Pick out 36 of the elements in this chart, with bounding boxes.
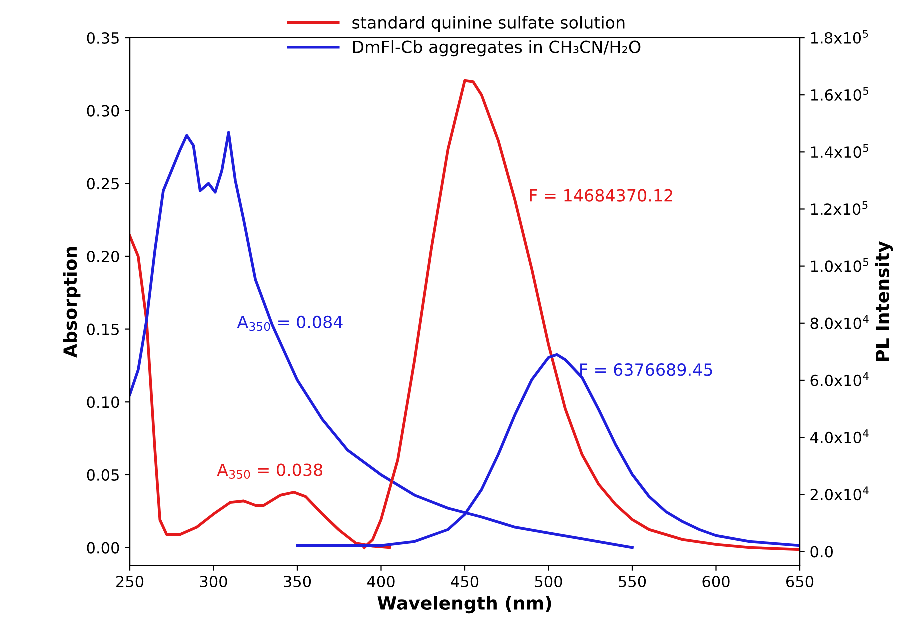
x-tick-label: 300	[200, 576, 228, 588]
x-tick-label: 350	[284, 576, 312, 588]
y2-tick-label: 1.6x10$^{5}$	[811, 87, 869, 101]
annotation: F = 14684370.12	[530, 189, 672, 202]
y-tick-label: 0.25	[87, 178, 119, 190]
x-tick-label: 550	[619, 576, 646, 588]
y-tick-label: 0.30	[87, 105, 120, 117]
y-axis-title: Absorption	[63, 247, 81, 358]
annotation: F = 6376689.45	[580, 364, 712, 376]
y2-tick-label: 1.0x10$^{5}$	[811, 258, 869, 272]
y2-tick-label: 1.8x10$^{5}$	[811, 30, 868, 44]
legend-label: DmFl-Cb aggregates in CH₃CN/H₂O	[353, 40, 641, 57]
y2-tick-label: 0.0	[810, 546, 834, 558]
y2-tick-label: 6.0x10$^{4}$	[810, 372, 869, 386]
y2-tick-label: 1.2x10$^{5}$	[811, 201, 868, 216]
x-tick-label: 400	[367, 576, 395, 588]
y2-axis-title: PL Intensity	[875, 241, 894, 362]
y-tick-label: 0.20	[87, 250, 120, 263]
y2-tick-label: 8.0x10$^{4}$	[810, 315, 869, 330]
y2-tick-label: 2.0x10$^{4}$	[810, 486, 869, 501]
y2-tick-label: 4.0x10$^{4}$	[810, 430, 869, 444]
x-tick-label: 450	[451, 576, 479, 588]
y-tick-label: 0.15	[87, 324, 119, 336]
annotation: A$_{350}$ = 0.084	[237, 316, 343, 332]
x-tick-label: 600	[702, 576, 730, 588]
x-axis-title: Wavelength (nm)	[378, 596, 552, 614]
x-tick-label: 650	[786, 576, 814, 588]
annotation: A$_{350}$ = 0.038	[217, 464, 323, 480]
x-tick-label: 250	[116, 576, 144, 588]
legend-label: standard quinine sulfate solution	[352, 16, 625, 32]
y-tick-label: 0.00	[87, 542, 120, 554]
x-tick-label: 500	[535, 576, 562, 588]
y-tick-label: 0.05	[87, 469, 119, 481]
y2-tick-label: 1.4x10$^{5}$	[811, 144, 869, 158]
y-tick-label: 0.10	[87, 396, 120, 408]
y-tick-label: 0.35	[87, 32, 119, 44]
